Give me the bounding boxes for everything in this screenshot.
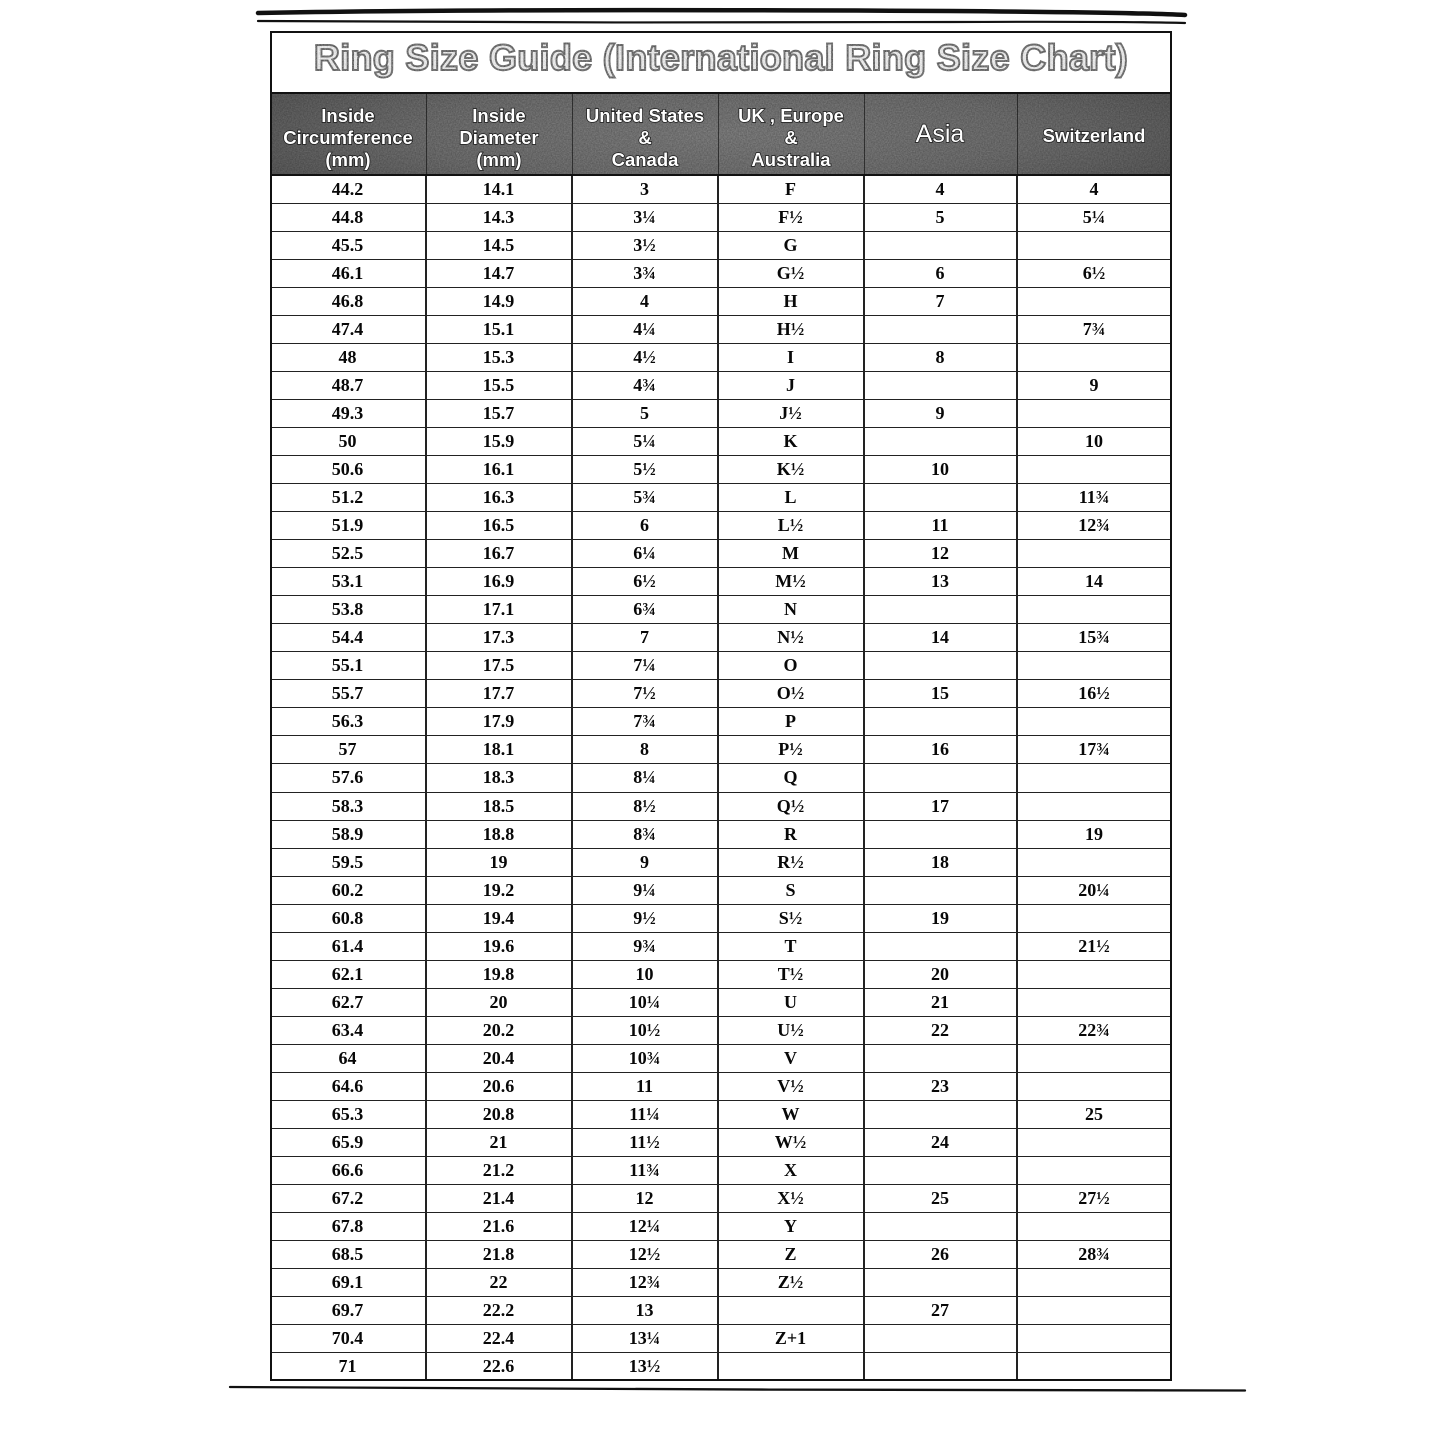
svg-text:Circumference: Circumference	[283, 127, 413, 148]
svg-text:Switzerland: Switzerland	[1043, 125, 1146, 146]
svg-text:UK , Europe: UK , Europe	[738, 105, 844, 126]
svg-text:United States: United States	[586, 105, 704, 126]
svg-text:&: &	[784, 127, 797, 148]
svg-text:&: &	[638, 127, 651, 148]
svg-text:Asia: Asia	[916, 120, 965, 148]
svg-text:(mm): (mm)	[325, 149, 370, 170]
svg-text:(mm): (mm)	[476, 149, 521, 170]
svg-text:Inside: Inside	[321, 105, 374, 126]
svg-text:Diameter: Diameter	[459, 127, 538, 148]
svg-text:Canada: Canada	[612, 149, 680, 170]
svg-text:Inside: Inside	[472, 105, 525, 126]
svg-text:Australia: Australia	[751, 149, 831, 170]
svg-text:Ring Size Guide (Internation: Ring Size Guide (International Ring Size…	[314, 37, 1128, 78]
